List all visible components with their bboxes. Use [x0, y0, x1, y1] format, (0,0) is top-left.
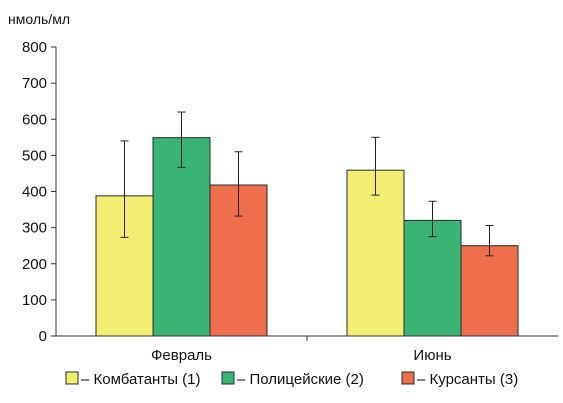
error-bars: [120, 111, 494, 257]
bar: [152, 137, 211, 337]
legend-label: – Курсанты (3): [417, 371, 518, 388]
y-tick-label: 500: [22, 147, 47, 164]
x-category-label: Февраль: [151, 347, 212, 364]
bar: [403, 219, 462, 337]
bars: [95, 137, 519, 337]
legend-swatch: [65, 371, 79, 385]
y-tick-label: 100: [22, 292, 47, 309]
y-tick-label: 200: [22, 256, 47, 273]
y-tick-label: 800: [22, 39, 47, 56]
legend-swatch: [221, 371, 235, 385]
x-category-label: Июнь: [413, 347, 451, 364]
legend-swatch: [401, 371, 415, 385]
legend-label: – Полицейские (2): [237, 371, 364, 388]
x-axis: Февраль Июнь: [56, 335, 558, 364]
y-tick-label: 600: [22, 111, 47, 128]
legend: – Комбатанты (1) – Полицейские (2) – Курса…: [65, 371, 518, 388]
y-tick-label: 0: [39, 328, 47, 345]
bar: [346, 169, 405, 337]
y-tick-label: 400: [22, 184, 47, 201]
bar: [460, 245, 519, 337]
legend-label: – Комбатанты (1): [81, 371, 200, 388]
y-unit-label: нмоль/мл: [8, 11, 70, 27]
y-axis: 0 100 200 300 400 500 600 700 800: [22, 39, 57, 345]
y-tick-label: 300: [22, 220, 47, 237]
y-tick-label: 700: [22, 75, 47, 92]
